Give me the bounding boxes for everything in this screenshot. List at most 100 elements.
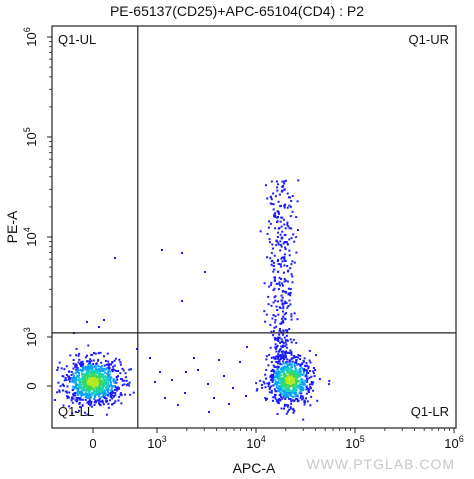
data-point <box>303 383 306 386</box>
data-point <box>113 359 116 362</box>
data-point <box>95 388 98 391</box>
data-point <box>281 352 284 355</box>
data-point <box>89 404 92 407</box>
data-point <box>290 227 293 230</box>
data-point <box>308 359 311 362</box>
data-point <box>305 392 308 395</box>
data-point <box>283 377 286 380</box>
data-point <box>96 370 99 373</box>
data-point <box>284 355 287 357</box>
data-point <box>71 389 74 392</box>
data-point <box>305 362 308 365</box>
data-point <box>76 371 79 374</box>
data-point <box>101 384 104 387</box>
data-point <box>112 391 115 394</box>
data-point <box>276 186 279 189</box>
data-point <box>276 372 279 375</box>
data-point <box>98 389 101 392</box>
data-point <box>272 330 275 333</box>
data-point <box>293 385 296 388</box>
data-point <box>74 410 77 413</box>
data-point <box>272 265 275 268</box>
data-point <box>282 396 285 399</box>
data-point <box>94 352 97 355</box>
data-point <box>91 385 94 388</box>
data-point <box>65 390 68 393</box>
data-point <box>270 180 273 183</box>
data-point <box>106 376 109 379</box>
data-point <box>93 370 96 373</box>
data-point <box>121 379 124 382</box>
data-point <box>304 379 307 382</box>
data-point <box>78 409 81 412</box>
data-point <box>282 321 285 324</box>
data-point <box>289 378 292 381</box>
data-point <box>87 389 90 392</box>
data-point <box>277 263 280 265</box>
data-point <box>279 358 282 360</box>
data-point <box>107 391 109 393</box>
data-point <box>76 400 78 403</box>
data-point <box>314 369 317 372</box>
data-point <box>95 375 98 378</box>
data-point <box>280 407 283 410</box>
data-point <box>278 370 280 373</box>
data-point <box>290 237 293 240</box>
data-point <box>109 381 112 384</box>
data-point <box>207 383 209 385</box>
data-point <box>298 372 301 375</box>
data-point <box>308 376 311 379</box>
data-point <box>256 388 259 391</box>
x-axis-label: APC-A <box>233 460 276 476</box>
data-point <box>115 387 118 390</box>
data-point <box>272 192 275 195</box>
data-point <box>289 373 292 376</box>
data-point <box>276 236 279 238</box>
data-point <box>75 354 78 357</box>
data-point <box>273 370 276 373</box>
data-point <box>290 200 293 202</box>
data-point <box>88 367 91 370</box>
data-point <box>101 365 103 368</box>
data-point <box>268 220 270 223</box>
data-point <box>303 403 306 406</box>
data-point <box>278 276 281 279</box>
data-point <box>90 360 93 363</box>
data-point <box>282 362 285 365</box>
data-point <box>67 375 70 378</box>
data-point <box>80 369 83 372</box>
data-point <box>104 399 107 402</box>
data-point <box>296 398 299 400</box>
data-point <box>278 394 281 397</box>
data-point <box>71 401 74 404</box>
data-point <box>232 387 234 389</box>
data-point <box>292 380 295 383</box>
data-point <box>76 368 79 371</box>
data-point <box>282 372 285 375</box>
data-point <box>97 364 100 367</box>
data-point <box>283 384 286 387</box>
data-point <box>280 278 282 280</box>
data-point <box>289 369 292 372</box>
data-point <box>312 389 315 392</box>
data-point <box>306 377 308 380</box>
data-point <box>270 373 273 376</box>
data-point <box>263 282 266 285</box>
data-point <box>299 368 301 371</box>
data-point <box>286 221 289 224</box>
data-point <box>268 381 271 384</box>
data-point <box>310 395 313 398</box>
data-point <box>296 372 299 375</box>
data-point <box>81 383 84 386</box>
data-point <box>296 200 299 203</box>
data-point <box>86 377 89 380</box>
data-point <box>273 365 276 368</box>
chart-title: PE-65137(CD25)+APC-65104(CD4) : P2 <box>110 3 364 19</box>
data-point <box>89 361 91 364</box>
data-point <box>270 377 273 380</box>
data-point <box>100 361 103 364</box>
data-point <box>69 354 72 357</box>
data-point <box>285 388 288 391</box>
data-point <box>301 378 304 381</box>
data-point <box>164 397 166 399</box>
